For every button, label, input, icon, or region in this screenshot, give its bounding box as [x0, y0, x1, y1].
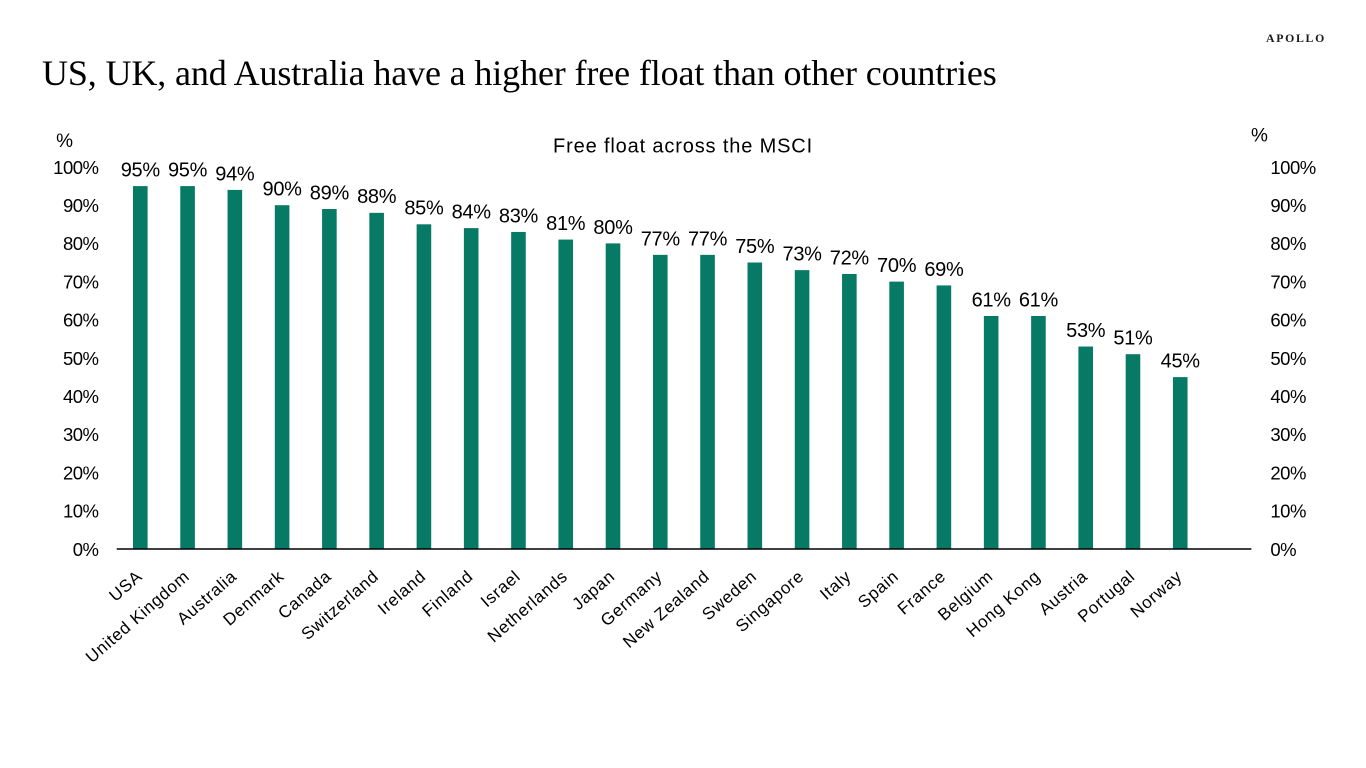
svg-text:89%: 89%: [310, 182, 350, 204]
svg-text:USA: USA: [105, 567, 145, 606]
svg-text:Norway: Norway: [1127, 567, 1186, 622]
svg-text:95%: 95%: [168, 160, 208, 182]
svg-text:75%: 75%: [735, 236, 775, 258]
svg-text:88%: 88%: [357, 186, 397, 208]
svg-text:51%: 51%: [1113, 328, 1153, 350]
svg-text:80%: 80%: [1270, 233, 1306, 254]
svg-text:20%: 20%: [63, 462, 99, 483]
svg-text:61%: 61%: [972, 289, 1012, 311]
svg-text:69%: 69%: [924, 259, 964, 281]
svg-text:70%: 70%: [63, 271, 99, 292]
svg-text:73%: 73%: [783, 244, 823, 266]
svg-text:10%: 10%: [1270, 501, 1306, 522]
svg-text:61%: 61%: [1019, 289, 1059, 311]
svg-text:77%: 77%: [641, 228, 681, 250]
svg-text:90%: 90%: [263, 179, 303, 201]
svg-text:30%: 30%: [63, 424, 99, 445]
svg-text:95%: 95%: [121, 160, 161, 182]
svg-text:60%: 60%: [1270, 310, 1306, 331]
svg-text:90%: 90%: [63, 195, 99, 216]
svg-text:50%: 50%: [63, 348, 99, 369]
svg-text:20%: 20%: [1270, 462, 1306, 483]
svg-text:40%: 40%: [1270, 386, 1306, 407]
svg-text:85%: 85%: [404, 198, 444, 220]
svg-text:81%: 81%: [546, 213, 586, 235]
svg-text:77%: 77%: [688, 228, 728, 250]
svg-text:53%: 53%: [1066, 320, 1106, 342]
svg-text:%: %: [56, 131, 73, 152]
svg-text:Italy: Italy: [816, 567, 855, 604]
svg-text:Free float across the MSCI: Free float across the MSCI: [553, 136, 813, 158]
svg-text:94%: 94%: [215, 163, 255, 185]
svg-text:80%: 80%: [63, 233, 99, 254]
svg-text:45%: 45%: [1161, 351, 1201, 373]
svg-text:30%: 30%: [1270, 424, 1306, 445]
svg-text:100%: 100%: [1270, 157, 1315, 178]
svg-text:Finland: Finland: [419, 567, 477, 621]
svg-text:%: %: [1251, 126, 1268, 147]
svg-text:80%: 80%: [593, 217, 633, 239]
svg-text:84%: 84%: [452, 202, 492, 224]
svg-text:72%: 72%: [830, 247, 870, 269]
svg-text:90%: 90%: [1270, 195, 1306, 216]
svg-text:0%: 0%: [73, 539, 99, 560]
svg-text:50%: 50%: [1270, 348, 1306, 369]
svg-text:40%: 40%: [63, 386, 99, 407]
svg-text:60%: 60%: [63, 310, 99, 331]
svg-text:70%: 70%: [877, 255, 917, 277]
svg-text:10%: 10%: [63, 501, 99, 522]
svg-text:83%: 83%: [499, 205, 539, 227]
svg-text:0%: 0%: [1270, 539, 1296, 560]
svg-text:70%: 70%: [1270, 271, 1306, 292]
svg-text:100%: 100%: [53, 157, 98, 178]
